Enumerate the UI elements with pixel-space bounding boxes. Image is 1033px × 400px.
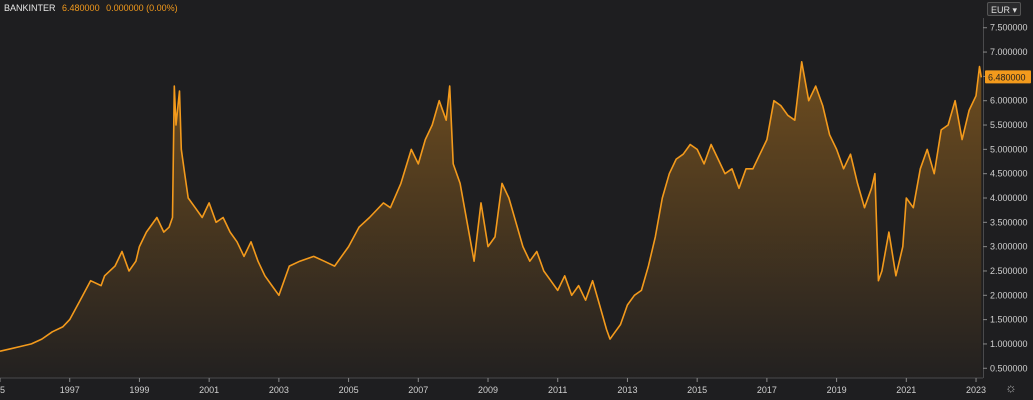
y-tick-label: 5.000000 [990, 144, 1028, 154]
y-tick-label: 2.000000 [990, 290, 1028, 300]
x-tick-label: 2013 [617, 385, 637, 395]
last-price-label: 6.480000 [988, 72, 1026, 82]
last-value-label: 6.480000 [62, 3, 100, 13]
y-tick-label: 3.000000 [990, 242, 1028, 252]
x-tick-label: 1997 [60, 385, 80, 395]
x-tick-label: 2011 [548, 385, 567, 395]
x-tick-label: 2003 [269, 385, 289, 395]
x-tick-label: 2019 [827, 385, 847, 395]
last-price-tag [985, 70, 1031, 84]
y-tick-label: 4.500000 [990, 169, 1028, 179]
chart-header: BANKINTER 6.480000 0.000000 (0.00%) [4, 3, 178, 13]
gear-icon[interactable]: ☼ [1005, 380, 1017, 395]
x-tick-label: 2021 [896, 385, 916, 395]
price-series-line [0, 61, 983, 352]
x-tick-label: 2001 [199, 385, 219, 395]
y-tick-label: 7.500000 [990, 23, 1028, 33]
y-tick-label: 5.500000 [990, 120, 1028, 130]
price-area-fill [0, 61, 982, 379]
change-label: 0.000000 (0.00%) [106, 3, 178, 13]
x-tick-label: 2009 [478, 385, 498, 395]
y-tick-label: 1.500000 [990, 315, 1028, 325]
y-tick-label: 2.500000 [990, 266, 1028, 276]
y-tick-label: 1.000000 [990, 339, 1028, 349]
currency-dropdown[interactable]: EUR ▾ [987, 2, 1021, 16]
y-tick-label: 6.000000 [990, 96, 1028, 106]
y-tick-label: 3.500000 [990, 217, 1028, 227]
x-tick-label: 2015 [687, 385, 707, 395]
x-tick-label: 2023 [966, 385, 986, 395]
x-tick-label: 95 [0, 385, 5, 395]
y-tick-label: 0.500000 [990, 363, 1028, 373]
y-tick-label: 7.000000 [990, 47, 1028, 57]
symbol-label: BANKINTER [4, 3, 56, 13]
x-tick-label: 2007 [408, 385, 428, 395]
y-tick-label: 4.000000 [990, 193, 1028, 203]
x-tick-label: 2005 [339, 385, 359, 395]
x-tick-label: 1999 [129, 385, 149, 395]
x-tick-label: 2017 [757, 385, 777, 395]
